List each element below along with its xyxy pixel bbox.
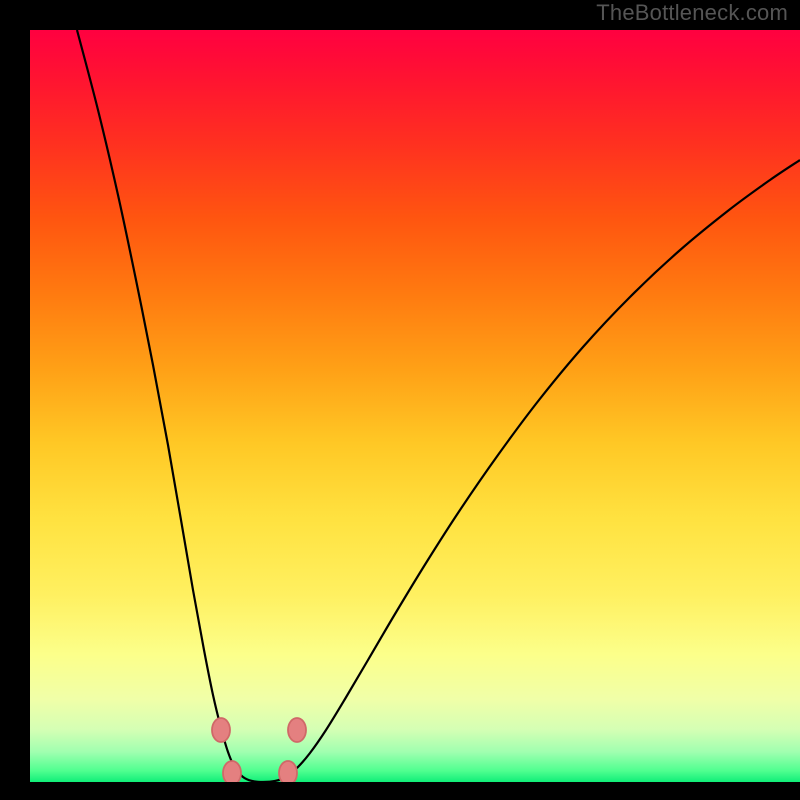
watermark-text: TheBottleneck.com [596,0,788,26]
chart-container: TheBottleneck.com [0,0,800,800]
marker-point-1 [288,718,306,742]
marker-point-3 [279,761,297,785]
gradient-background [30,30,800,782]
marker-point-0 [212,718,230,742]
chart-svg [0,0,800,800]
marker-point-2 [223,761,241,785]
